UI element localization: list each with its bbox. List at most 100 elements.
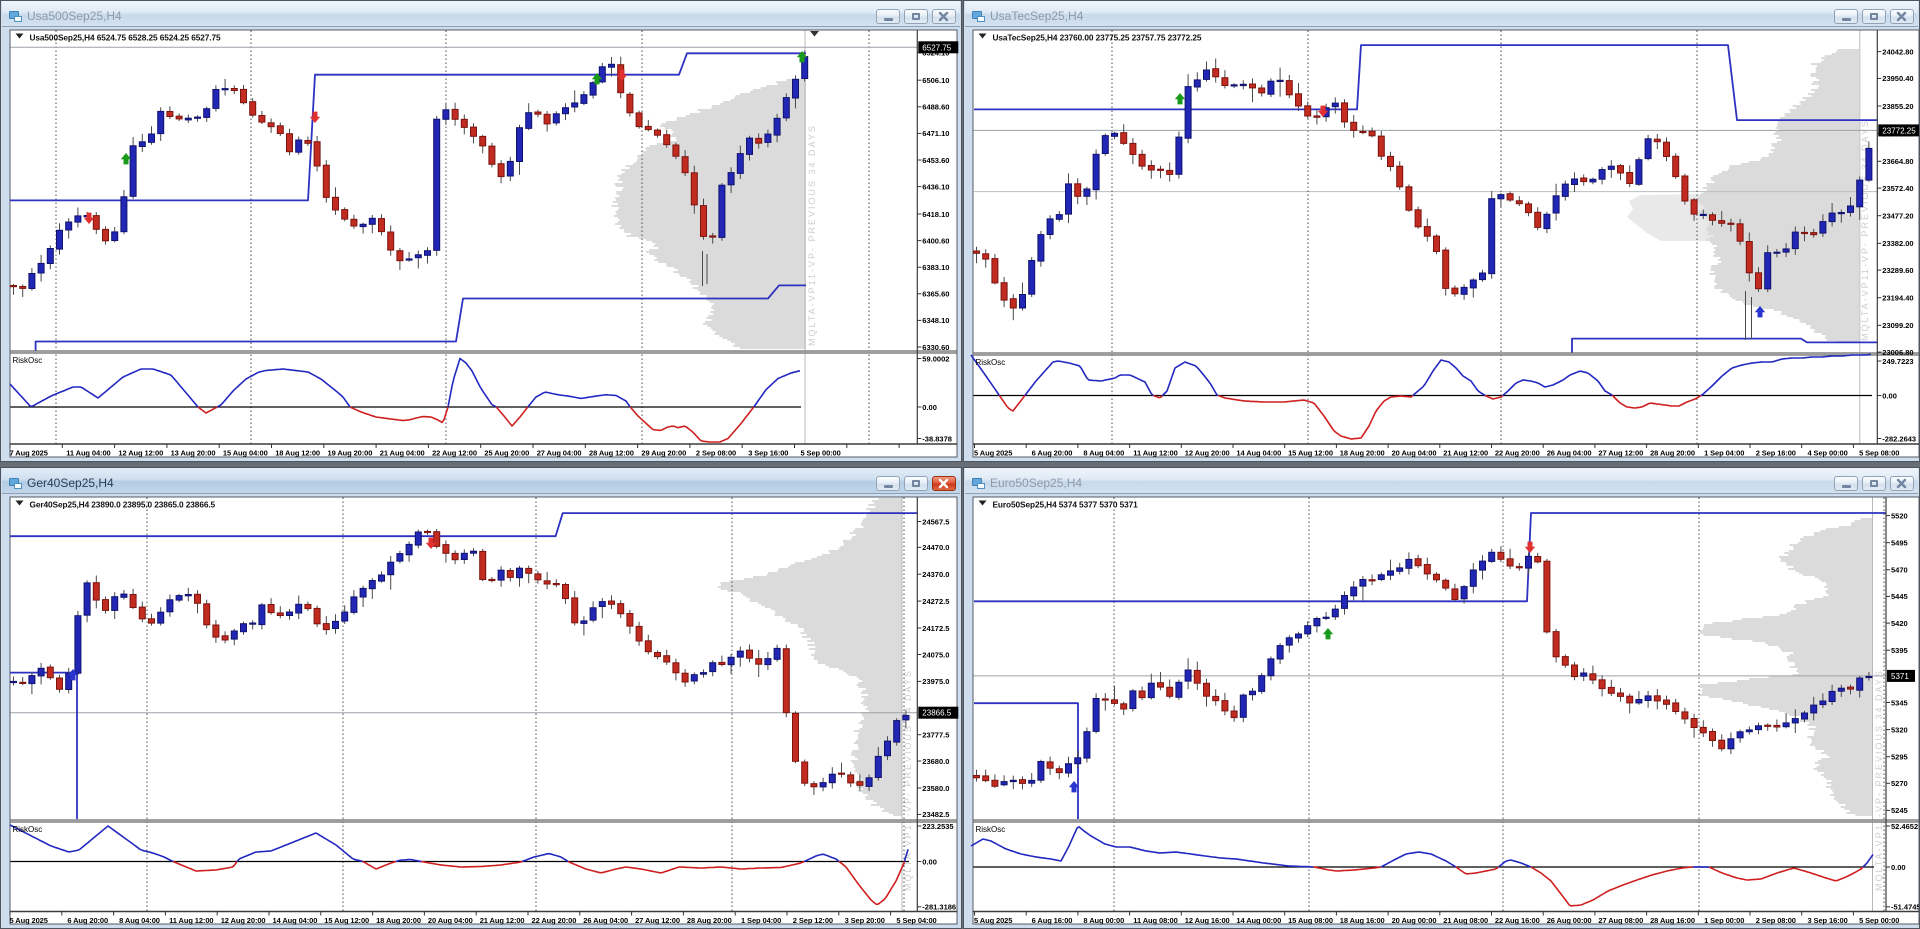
svg-text:23950.40: 23950.40 [1882,74,1913,83]
svg-text:6 Aug 20:00: 6 Aug 20:00 [67,916,108,925]
svg-text:28 Aug 16:00: 28 Aug 16:00 [1650,916,1695,925]
svg-text:24370.0: 24370.0 [922,570,949,579]
svg-text:RiskOsc: RiskOsc [976,825,1006,834]
svg-text:223.2535: 223.2535 [922,822,953,831]
svg-text:5270: 5270 [1891,779,1908,788]
svg-text:-51.4745: -51.4745 [1891,903,1920,912]
svg-text:23772.25: 23772.25 [1882,126,1916,135]
svg-text:RiskOsc: RiskOsc [13,825,43,834]
svg-text:2 Sep 08:00: 2 Sep 08:00 [1756,916,1796,925]
svg-text:6418.10: 6418.10 [922,210,949,219]
svg-text:249.7223: 249.7223 [1882,357,1913,366]
svg-text:21 Aug 08:00: 21 Aug 08:00 [1443,916,1488,925]
svg-text:15 Aug 08:00: 15 Aug 08:00 [1288,916,1333,925]
svg-text:22 Aug 20:00: 22 Aug 20:00 [1495,449,1540,458]
svg-text:6400.60: 6400.60 [922,236,949,245]
svg-text:28 Aug 20:00: 28 Aug 20:00 [687,916,732,925]
svg-text:-38.8378: -38.8378 [922,434,952,443]
svg-text:0.00: 0.00 [922,857,937,866]
svg-text:2 Sep 08:00: 2 Sep 08:00 [696,449,736,458]
svg-text:22 Aug 16:00: 22 Aug 16:00 [1495,916,1540,925]
svg-text:12 Aug 16:00: 12 Aug 16:00 [1185,916,1230,925]
svg-text:23975.0: 23975.0 [922,677,949,686]
svg-text:24272.5: 24272.5 [922,597,949,606]
svg-text:5420: 5420 [1891,619,1908,628]
svg-text:4 Sep 00:00: 4 Sep 00:00 [1808,449,1848,458]
svg-text:UsaTecSep25,H4 23760.00 23775: UsaTecSep25,H4 23760.00 23775.25 23757.7… [993,33,1202,43]
svg-text:27 Aug 04:00: 27 Aug 04:00 [537,449,582,458]
svg-text:26 Aug 04:00: 26 Aug 04:00 [1547,449,1592,458]
svg-text:5245: 5245 [1891,806,1908,815]
svg-text:22 Aug 20:00: 22 Aug 20:00 [532,916,577,925]
svg-text:23777.5: 23777.5 [922,731,949,740]
svg-text:Euro50Sep25,H4 5374 5377 5370: Euro50Sep25,H4 5374 5377 5370 5371 [993,500,1139,510]
svg-text:6348.10: 6348.10 [922,316,949,325]
svg-text:2 Sep 16:00: 2 Sep 16:00 [1756,449,1796,458]
svg-text:5495: 5495 [1891,539,1908,548]
svg-text:-281.3186: -281.3186 [922,903,956,912]
svg-text:15 Aug 12:00: 15 Aug 12:00 [1288,449,1333,458]
svg-text:23580.0: 23580.0 [922,784,949,793]
svg-text:20 Aug 04:00: 20 Aug 04:00 [1392,449,1437,458]
svg-text:24470.0: 24470.0 [922,543,949,552]
svg-text:24567.5: 24567.5 [922,517,949,526]
svg-text:0.00: 0.00 [922,403,937,412]
svg-text:15 Aug 04:00: 15 Aug 04:00 [223,449,268,458]
svg-text:15 Aug 12:00: 15 Aug 12:00 [324,916,369,925]
svg-text:23099.20: 23099.20 [1882,321,1913,330]
svg-text:27 Aug 08:00: 27 Aug 08:00 [1598,916,1643,925]
svg-text:18 Aug 20:00: 18 Aug 20:00 [376,916,421,925]
svg-text:8 Aug 04:00: 8 Aug 04:00 [1083,449,1124,458]
svg-text:5345: 5345 [1891,698,1908,707]
svg-text:6 Aug 16:00: 6 Aug 16:00 [1032,916,1073,925]
svg-text:MQLTA-VP11-VP- PREVIOUS 34 DAY: MQLTA-VP11-VP- PREVIOUS 34 DAYS [903,669,913,891]
svg-text:23664.80: 23664.80 [1882,157,1913,166]
svg-text:6365.60: 6365.60 [922,290,949,299]
svg-text:28 Aug 12:00: 28 Aug 12:00 [589,449,634,458]
svg-text:5 Aug 2025: 5 Aug 2025 [974,916,1012,925]
svg-text:18 Aug 16:00: 18 Aug 16:00 [1340,916,1385,925]
svg-text:5320: 5320 [1891,725,1908,734]
svg-text:14 Aug 04:00: 14 Aug 04:00 [1236,449,1281,458]
svg-text:12 Aug 12:00: 12 Aug 12:00 [118,449,163,458]
svg-text:5 Sep 00:00: 5 Sep 00:00 [801,449,841,458]
svg-text:23477.20: 23477.20 [1882,212,1913,221]
svg-text:29 Aug 20:00: 29 Aug 20:00 [641,449,686,458]
svg-text:18 Aug 12:00: 18 Aug 12:00 [275,449,320,458]
svg-text:MQLTA-VP11-VP- PREVIOUS 34 DAY: MQLTA-VP11-VP- PREVIOUS 34 DAYS [1860,119,1870,341]
svg-text:6383.10: 6383.10 [922,263,949,272]
svg-text:27 Aug 12:00: 27 Aug 12:00 [1598,449,1643,458]
svg-text:5445: 5445 [1891,592,1908,601]
svg-text:26 Aug 04:00: 26 Aug 04:00 [583,916,628,925]
svg-text:0.00: 0.00 [1891,863,1906,872]
svg-text:3 Sep 20:00: 3 Sep 20:00 [845,916,885,925]
svg-text:21 Aug 04:00: 21 Aug 04:00 [380,449,425,458]
svg-text:6488.60: 6488.60 [922,103,949,112]
svg-text:23572.40: 23572.40 [1882,184,1913,193]
svg-text:Ger40Sep25,H4 23890.0 23895.0: Ger40Sep25,H4 23890.0 23895.0 23865.0 23… [30,500,216,510]
svg-text:12 Aug 20:00: 12 Aug 20:00 [221,916,266,925]
svg-text:23194.40: 23194.40 [1882,294,1913,303]
svg-text:3 Sep 16:00: 3 Sep 16:00 [1808,916,1848,925]
svg-text:25 Aug 20:00: 25 Aug 20:00 [484,449,529,458]
svg-text:26 Aug 00:00: 26 Aug 00:00 [1547,916,1592,925]
svg-text:5 Aug 2025: 5 Aug 2025 [974,449,1012,458]
svg-text:23866.5: 23866.5 [922,709,951,718]
svg-text:7 Aug 2025: 7 Aug 2025 [10,449,48,458]
svg-text:11 Aug 08:00: 11 Aug 08:00 [1133,916,1177,925]
svg-text:20 Aug 00:00: 20 Aug 00:00 [1392,916,1437,925]
svg-text:1 Sep 04:00: 1 Sep 04:00 [741,916,781,925]
svg-text:0.00: 0.00 [1882,391,1897,400]
svg-text:20 Aug 04:00: 20 Aug 04:00 [428,916,473,925]
svg-text:5 Sep 08:00: 5 Sep 08:00 [1859,449,1899,458]
svg-text:5 Sep 04:00: 5 Sep 04:00 [896,916,936,925]
svg-text:RiskOsc: RiskOsc [976,358,1006,367]
svg-text:5 Aug 2025: 5 Aug 2025 [10,916,48,925]
svg-text:5371: 5371 [1891,672,1909,681]
svg-text:8 Aug 04:00: 8 Aug 04:00 [119,916,160,925]
svg-text:12 Aug 20:00: 12 Aug 20:00 [1185,449,1230,458]
svg-text:22 Aug 12:00: 22 Aug 12:00 [432,449,477,458]
svg-text:23382.00: 23382.00 [1882,239,1913,248]
svg-text:23680.0: 23680.0 [922,757,949,766]
svg-text:27 Aug 12:00: 27 Aug 12:00 [635,916,680,925]
